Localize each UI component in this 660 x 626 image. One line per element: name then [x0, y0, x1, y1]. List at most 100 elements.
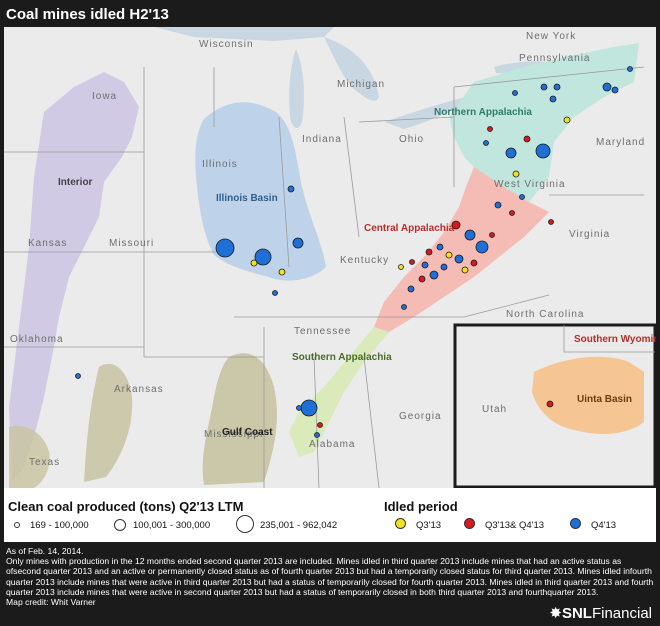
gulf-coast-west: [84, 363, 133, 482]
mine-markers: [75, 66, 633, 438]
mine-marker: [627, 66, 633, 72]
mine-marker: [398, 264, 404, 270]
mine-marker: [409, 259, 415, 265]
basin-label-northern-appalachia: Northern Appalachia: [434, 107, 532, 118]
mine-marker: [509, 210, 515, 216]
mine-marker: [429, 270, 439, 280]
period-legend-item-q3q4: Q3'13& Q4'13: [485, 520, 545, 531]
mine-marker: [553, 83, 561, 91]
inset-border: [563, 325, 655, 353]
texas-basin: [9, 425, 50, 488]
period-symbol-q3: [395, 518, 406, 529]
state-label-west-virginia-1: West Virginia: [494, 179, 566, 190]
mine-marker: [440, 263, 448, 271]
gulf-coast: [202, 353, 277, 485]
state-label-north-carolina: North Carolina: [506, 309, 584, 320]
mine-marker: [421, 261, 429, 269]
period-legend-title: Idled period: [384, 499, 458, 514]
mine-marker: [215, 238, 235, 258]
logo-burst-icon: ✸: [549, 605, 562, 622]
mine-marker: [548, 219, 554, 225]
state-label-oklahoma: Oklahoma: [10, 334, 64, 345]
mine-marker: [425, 248, 433, 256]
state-borders: [4, 66, 645, 488]
mine-marker: [483, 140, 489, 146]
state-label-georgia: Georgia: [399, 411, 442, 422]
notes-credit: Map credit: Whit Varner: [6, 597, 96, 608]
brand-suffix: Financial: [591, 605, 652, 622]
brand-prefix: SNL: [561, 605, 592, 622]
mine-marker: [445, 251, 453, 259]
mine-marker: [75, 373, 81, 379]
state-label-indiana: Indiana: [302, 134, 342, 145]
state-label-missouri: Missouri: [109, 238, 154, 249]
state-label-utah: Utah: [482, 404, 507, 415]
illinois-basin: [195, 102, 326, 281]
state-label-arkansas: Arkansas: [114, 384, 164, 395]
mine-marker: [418, 275, 426, 283]
mine-marker: [563, 116, 571, 124]
size-legend-title: Clean coal produced (tons) Q2'13 LTM: [8, 499, 244, 514]
state-label-iowa: Iowa: [92, 91, 117, 102]
map-panel: Wisconsin Michigan New York Pennsylvania…: [4, 27, 656, 488]
mine-marker: [317, 422, 323, 428]
mine-marker: [436, 243, 444, 251]
basin-label-interior: Interior: [58, 177, 93, 188]
mine-marker: [512, 170, 520, 178]
basin-label-illinois: Illinois Basin: [216, 193, 278, 204]
state-label-maryland: Maryland: [596, 137, 645, 148]
map-svg: Wisconsin Michigan New York Pennsylvania…: [4, 27, 656, 488]
state-label-new-york: New York: [526, 31, 576, 42]
size-legend-item-large: 235,001 - 962,042: [260, 520, 338, 531]
mine-marker: [535, 143, 551, 159]
mine-marker: [454, 254, 464, 264]
mine-marker: [512, 90, 518, 96]
page-title: Coal mines idled H2'13: [6, 6, 169, 23]
mine-marker: [407, 285, 415, 293]
period-legend-item-q3: Q3'13: [416, 520, 442, 531]
mine-marker: [540, 83, 548, 91]
mine-marker: [475, 240, 489, 254]
mine-marker: [250, 259, 258, 267]
mine-marker: [494, 201, 502, 209]
size-legend-item-medium: 100,001 - 300,000: [133, 520, 211, 531]
footnotes: As of Feb. 14, 2014. Only mines with pro…: [6, 546, 654, 607]
basin-label-uinta: Uinta Basin: [577, 394, 632, 405]
mine-marker: [300, 399, 318, 417]
mine-marker: [464, 229, 476, 241]
mine-marker: [505, 147, 517, 159]
mine-marker: [278, 268, 286, 276]
period-symbol-q3q4: [464, 518, 475, 529]
state-label-kentucky: Kentucky: [340, 255, 389, 266]
mine-marker: [401, 304, 407, 310]
mine-marker: [287, 185, 295, 193]
legend: Clean coal produced (tons) Q2'13 LTM 169…: [4, 488, 656, 542]
mine-marker: [461, 266, 469, 274]
state-label-alabama: Alabama: [309, 439, 355, 450]
lake-erie: [384, 95, 474, 129]
central-appalachia: [374, 167, 549, 332]
basin-label-southern-wyoming: Southern Wyoming: [574, 334, 656, 345]
mine-marker: [602, 82, 612, 92]
period-symbol-q4: [570, 518, 581, 529]
size-symbol-large: [236, 515, 254, 533]
mine-marker: [451, 220, 461, 230]
mine-marker: [470, 259, 478, 267]
state-label-texas: Texas: [29, 457, 60, 468]
mine-marker: [314, 432, 320, 438]
state-label-kansas: Kansas: [28, 238, 67, 249]
state-label-wisconsin: Wisconsin: [199, 39, 254, 50]
interior-basin: [9, 72, 139, 482]
mine-marker: [296, 405, 302, 411]
basin-label-southern-appalachia: Southern Appalachia: [292, 352, 392, 363]
size-symbol-small: [14, 522, 20, 528]
mine-marker: [611, 86, 619, 94]
state-label-michigan: Michigan: [337, 79, 385, 90]
period-legend-item-q4: Q4'13: [591, 520, 617, 531]
size-symbol-medium: [114, 519, 126, 531]
notes-date: As of Feb. 14, 2014.: [6, 546, 84, 556]
notes-body: Only mines with production in the 12 mon…: [6, 556, 654, 597]
state-label-pennsylvania: Pennsylvania: [519, 53, 590, 64]
mine-marker: [546, 400, 554, 408]
